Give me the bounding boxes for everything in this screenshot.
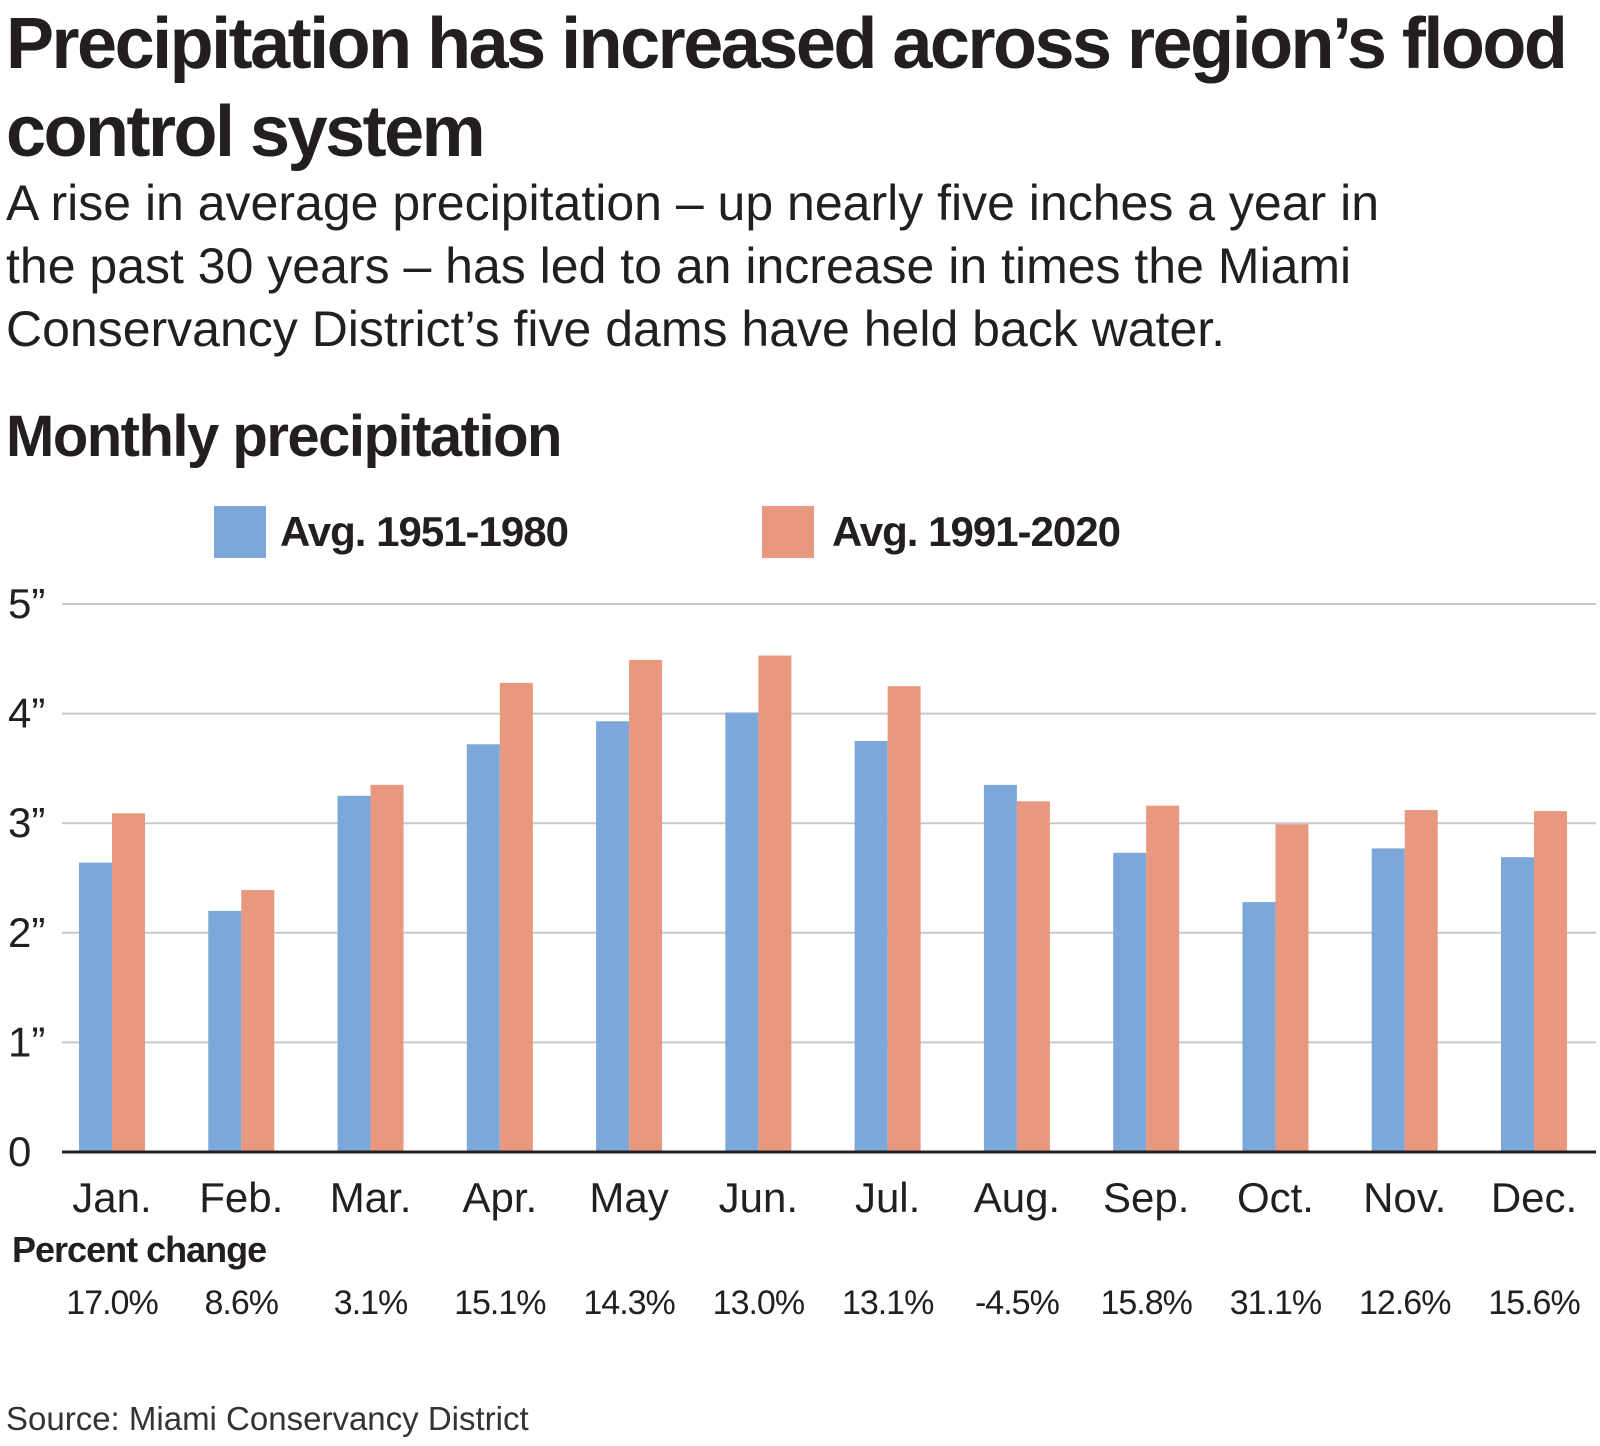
bar-1951-1980-aug	[983, 784, 1017, 1152]
y-tick-label: 0	[8, 1128, 31, 1175]
x-tick-label: Sep.	[1103, 1174, 1189, 1221]
bar-1991-2020-may	[629, 659, 663, 1152]
source-note: Source: Miami Conservancy District	[6, 1400, 529, 1437]
headline: Precipitation has increased across regio…	[6, 4, 1568, 172]
bar-1991-2020-sep	[1146, 805, 1180, 1152]
legend-swatch-2	[762, 506, 814, 558]
percent-change-value: 8.6%	[205, 1284, 279, 1322]
percent-change-value: 15.8%	[1100, 1284, 1192, 1322]
percent-change-value: 12.6%	[1359, 1284, 1451, 1322]
bar-1991-2020-jun	[758, 655, 792, 1152]
percent-change-value: 31.1%	[1230, 1284, 1322, 1322]
bar-1951-1980-dec	[1501, 857, 1534, 1152]
bar-1991-2020-aug	[1016, 801, 1050, 1152]
percent-change-value: 13.1%	[842, 1284, 934, 1322]
bar-1991-2020-apr	[499, 682, 533, 1152]
x-tick-label: Feb.	[199, 1174, 283, 1221]
legend-label-1: Avg. 1951-1980	[280, 508, 568, 555]
x-tick-label: Aug.	[974, 1174, 1060, 1221]
y-tick-label: 1”	[8, 1018, 45, 1065]
x-tick-label: May	[589, 1174, 668, 1221]
y-tick-label: 2”	[8, 909, 45, 956]
percent-change-heading: Percent change	[12, 1229, 266, 1270]
x-axis-labels: Jan. Feb. Mar. Apr. May Jun. Jul. Aug. Sep. Oct. N…	[72, 1174, 1577, 1221]
bar-1951-1980-mar	[337, 795, 371, 1152]
dek: A rise in average precipitation – up nea…	[6, 175, 1379, 357]
bar-1991-2020-mar	[370, 784, 404, 1152]
bar-1951-1980-oct	[1242, 902, 1276, 1152]
percent-change-row: Percent change 17.0% 8.6% 3.1% 15.1% 14.3% 13.…	[12, 1229, 1581, 1322]
percent-change-value: 3.1%	[334, 1284, 408, 1322]
y-axis-ticks: 0 1” 2” 3” 4” 5”	[8, 580, 45, 1175]
y-tick-label: 5”	[8, 580, 45, 627]
bar-1951-1980-feb	[208, 910, 242, 1152]
x-tick-label: Mar.	[330, 1174, 412, 1221]
bar-1951-1980-may	[596, 721, 630, 1152]
gridlines	[62, 603, 1596, 1044]
bar-1991-2020-nov	[1404, 810, 1438, 1152]
percent-change-value: -4.5%	[975, 1284, 1060, 1322]
x-tick-label: Oct.	[1237, 1174, 1314, 1221]
x-tick-label: Jun.	[719, 1174, 798, 1221]
bar-1951-1980-nov	[1371, 848, 1405, 1152]
bar-1951-1980-sep	[1113, 852, 1147, 1152]
x-tick-label: Dec.	[1491, 1174, 1577, 1221]
percent-change-value: 15.6%	[1488, 1284, 1580, 1322]
y-tick-label: 3”	[8, 799, 45, 846]
bar-1951-1980-jul	[854, 741, 888, 1152]
x-tick-label: Apr.	[462, 1174, 537, 1221]
x-tick-label: Jan.	[72, 1174, 151, 1221]
bar-1951-1980-jan	[79, 862, 112, 1152]
x-tick-label: Nov.	[1363, 1174, 1446, 1221]
bar-1991-2020-jan	[112, 813, 145, 1152]
chart-title: Monthly precipitation	[6, 404, 562, 469]
bar-1991-2020-jul	[887, 686, 921, 1152]
x-tick-label: Jul.	[855, 1174, 920, 1221]
percent-change-value: 15.1%	[454, 1284, 546, 1322]
bars	[79, 655, 1567, 1152]
bar-1951-1980-apr	[466, 744, 500, 1152]
bar-1991-2020-feb	[241, 890, 275, 1152]
legend: Avg. 1951-1980 Avg. 1991-2020	[214, 506, 1121, 558]
bar-1951-1980-jun	[725, 712, 759, 1152]
legend-swatch-1	[214, 506, 266, 558]
percent-change-value: 17.0%	[66, 1284, 158, 1322]
bar-1991-2020-dec	[1534, 811, 1567, 1152]
percent-change-value: 13.0%	[713, 1284, 805, 1322]
y-tick-label: 4”	[8, 690, 45, 737]
legend-label-2: Avg. 1991-2020	[832, 508, 1120, 555]
percent-change-value: 14.3%	[583, 1284, 675, 1322]
bar-1991-2020-oct	[1275, 824, 1309, 1152]
precipitation-bar-chart: Avg. 1951-1980 Avg. 1991-2020 0 1” 2” 3” 4” 5”…	[8, 506, 1596, 1322]
